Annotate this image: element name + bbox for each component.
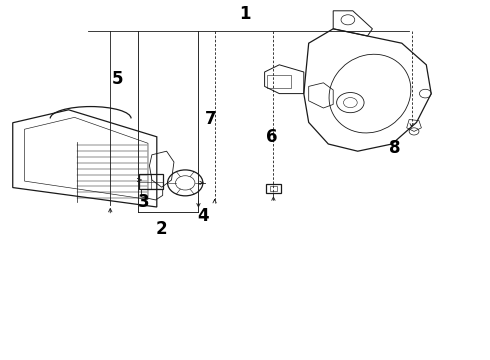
Text: 8: 8: [389, 139, 400, 157]
Bar: [139, 174, 163, 189]
Bar: [267, 75, 291, 88]
Bar: [270, 186, 277, 191]
Text: 5: 5: [112, 70, 123, 88]
Text: 1: 1: [239, 5, 251, 23]
Text: 4: 4: [197, 207, 209, 225]
Text: 3: 3: [138, 193, 149, 211]
Bar: [266, 184, 281, 193]
Text: 7: 7: [205, 110, 217, 128]
Text: 6: 6: [266, 128, 278, 146]
Text: 2: 2: [156, 220, 168, 238]
